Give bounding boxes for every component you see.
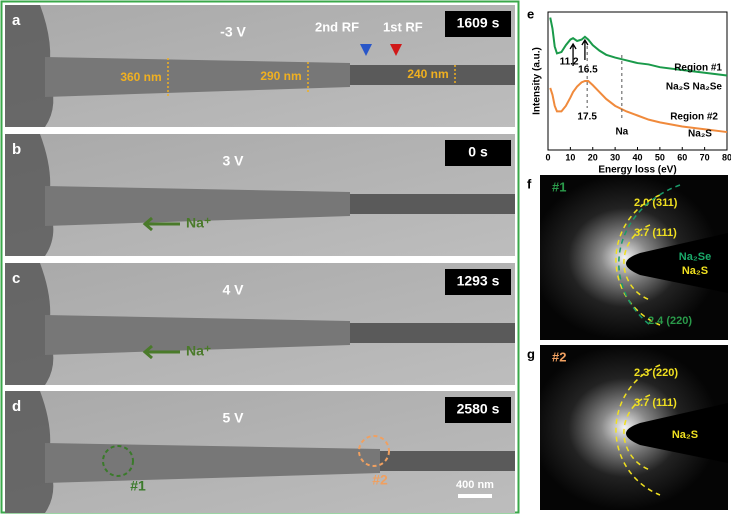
region-label: #2 (552, 349, 566, 364)
tem-panel: d 5 V 2580 s (5, 391, 515, 513)
peak-label: 17.5 (577, 112, 597, 123)
x-tick-label: 50 (655, 152, 665, 162)
region-label: #2 (372, 472, 388, 488)
electrode (5, 5, 54, 127)
width-label: 360 nm (120, 70, 161, 84)
region-marker (102, 445, 134, 477)
ring (615, 364, 661, 496)
legend-label: Region #1 (674, 63, 722, 74)
ring (623, 394, 651, 471)
nanowire-reacted (45, 315, 350, 355)
peak-label: 16.5 (578, 65, 598, 76)
phase-label: Na₂Se (679, 251, 711, 263)
reaction-front: 2nd RF (315, 19, 359, 34)
nanowire-pristine (350, 194, 515, 214)
ring (615, 194, 661, 326)
panel-label: d (12, 398, 21, 415)
ring-label: 2.0 (311) (634, 197, 678, 209)
width-label: 240 nm (407, 67, 448, 81)
tem-panel: a -3 V 1609 s (5, 5, 515, 127)
voltage: 3 V (222, 153, 244, 169)
scale-bar (458, 494, 492, 498)
spectrum-line (549, 17, 728, 77)
time-box (445, 140, 511, 166)
panel-label: f (527, 176, 532, 191)
time: 1293 s (457, 273, 500, 289)
edge-label: Na (615, 127, 628, 138)
panel-label: g (527, 346, 535, 361)
region-label: #1 (552, 179, 566, 194)
nanowire-pristine (350, 323, 515, 343)
phase-label: Na₂S Na₂Se (666, 82, 723, 93)
nanowire-pristine (350, 65, 515, 85)
rf-marker (390, 44, 402, 56)
width-label: 290 nm (260, 69, 301, 83)
x-tick-label: 60 (677, 152, 687, 162)
ion-label: Na⁺ (186, 343, 211, 359)
diffraction-panel: f #1 2.0 (311) 3.7 (111) 2.4 (220) Na₂Se Na₂S (527, 175, 728, 340)
ion-arrow (142, 344, 180, 360)
time-box (445, 269, 511, 295)
y-axis-label: Intensity (a.u.) (532, 47, 543, 115)
ring-label: 3.7 (111) (634, 227, 677, 239)
electrode (5, 134, 54, 256)
panel-label: c (12, 270, 20, 287)
x-tick-label: 30 (610, 152, 620, 162)
voltage: 4 V (222, 282, 244, 298)
spectrum-line (549, 80, 728, 134)
ion-arrow (142, 216, 180, 232)
electrode (5, 263, 54, 385)
eels-chart: e 0 10 20 30 40 50 60 70 80 Energy loss (eV) Intens… (527, 6, 731, 175)
x-tick-label: 10 (565, 152, 575, 162)
ion-label: Na⁺ (186, 215, 211, 231)
time-box (445, 397, 511, 423)
panel-label: a (12, 12, 21, 29)
time: 2580 s (457, 401, 500, 417)
electrode (5, 391, 54, 513)
tem-panel: c 4 V 1293 s (5, 263, 515, 385)
ring-label: 3.7 (111) (634, 397, 677, 409)
diffraction-panels: f #12.0 (311)3.7 (111)2.4 (220)Na₂SeNa₂Sg… (527, 175, 728, 510)
peak-label: 11.2 (560, 57, 579, 68)
ring-label: 2.3 (220) (634, 367, 678, 379)
nanowire-reacted (45, 186, 350, 226)
diffraction-panel: g #2 2.3 (220) 3.7 (111) Na₂S (527, 345, 728, 510)
phase-label: Na₂S (672, 429, 698, 441)
tem-panel: b 3 V 0 s (5, 134, 515, 256)
time-box (445, 11, 511, 37)
nanowire-pristine (380, 451, 515, 471)
beam-stop (626, 403, 728, 463)
nanowire-reacted (45, 57, 350, 97)
phase-label: Na₂S (688, 129, 712, 140)
time: 1609 s (457, 15, 500, 31)
nanowire-reacted (45, 443, 380, 483)
panel-label: e (527, 6, 534, 21)
panel-label: b (12, 141, 21, 158)
x-tick-label: 0 (545, 152, 550, 162)
reaction-front: 1st RF (383, 19, 423, 34)
x-tick-label: 40 (632, 152, 642, 162)
tem-panels: a -3 V 1609 s b 3 V 0 s c 4 V 1293 s d 5 V 2580 s 2n… (5, 5, 515, 513)
legend-label: Region #2 (670, 112, 718, 123)
scale-label: 400 nm (456, 479, 494, 491)
voltage: -3 V (220, 24, 246, 40)
peak-arrow (581, 38, 589, 60)
x-tick-label: 80 (722, 152, 731, 162)
time: 0 s (468, 144, 488, 160)
region-marker (358, 435, 390, 467)
ring (623, 224, 651, 301)
x-axis-label: Energy loss (eV) (598, 165, 676, 176)
voltage: 5 V (222, 410, 244, 426)
region-label: #1 (130, 478, 146, 494)
x-tick-label: 70 (700, 152, 710, 162)
peak-arrow (569, 42, 577, 66)
ring-label: 2.4 (220) (648, 315, 692, 327)
phase-label: Na₂S (682, 265, 708, 277)
rf-marker (360, 44, 372, 56)
ring (618, 184, 681, 326)
x-tick-label: 20 (588, 152, 598, 162)
beam-stop (626, 233, 728, 293)
